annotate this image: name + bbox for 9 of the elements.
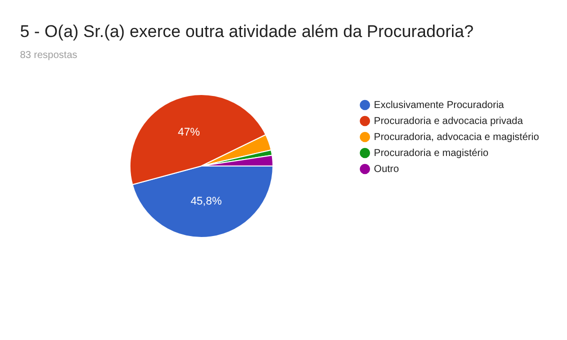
text: 83 respostas <box>20 50 78 61</box>
chart-title: 5 - O(a) Sr.(a) exerce outra atividade além da Procuradoria? <box>20 22 475 42</box>
legend-label: Procuradoria e magistério <box>374 148 489 159</box>
data-label: 47% <box>178 126 200 139</box>
legend-label: Exclusivamente Procuradoria <box>374 100 504 111</box>
data-label: 45,8% <box>190 195 222 208</box>
legend-label: Procuradoria e advocacia privada <box>374 116 524 127</box>
legend-label: Outro <box>374 164 400 175</box>
legend-label: Procuradoria, advocacia e magistério <box>374 132 540 143</box>
